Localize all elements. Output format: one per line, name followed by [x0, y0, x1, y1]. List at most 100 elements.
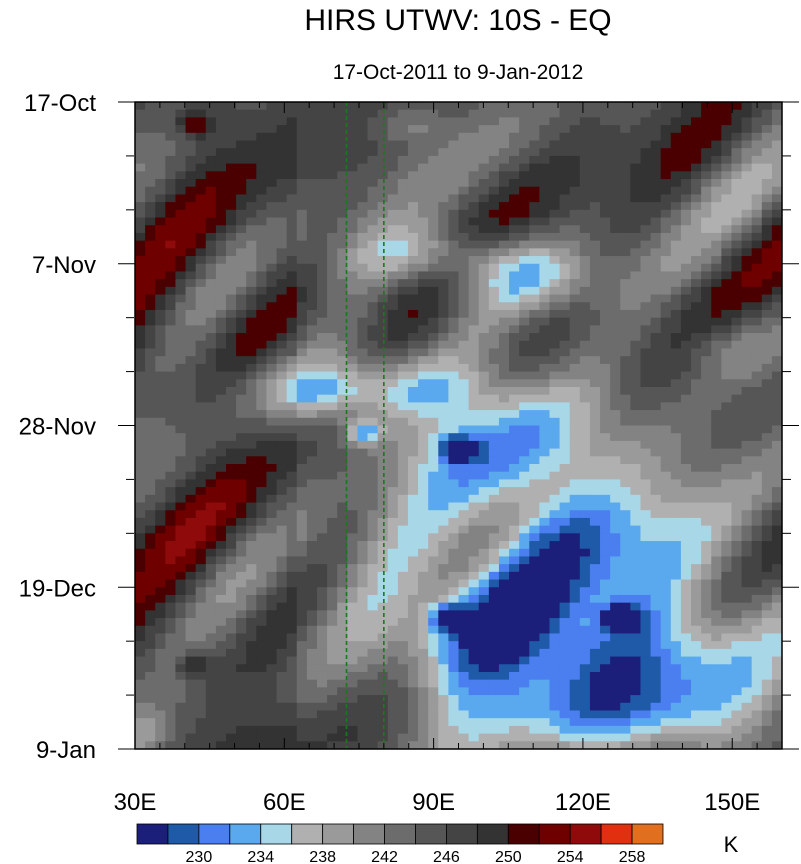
- heatmap-cell: [600, 679, 611, 688]
- heatmap-cell: [418, 186, 429, 196]
- heatmap-cell: [407, 571, 419, 581]
- heatmap-cell: [458, 325, 470, 334]
- heatmap-cell: [428, 202, 439, 211]
- heatmap-cell: [316, 556, 328, 565]
- heatmap-cell: [761, 232, 773, 242]
- heatmap-cell: [559, 256, 571, 265]
- heatmap-cell: [569, 494, 581, 504]
- heatmap-cell: [539, 440, 551, 450]
- heatmap-cell: [680, 687, 692, 696]
- heatmap-cell: [306, 140, 318, 149]
- heatmap-cell: [256, 641, 268, 650]
- heatmap-cell: [731, 587, 743, 596]
- heatmap-cell: [448, 618, 460, 627]
- heatmap-cell: [246, 664, 257, 673]
- heatmap-cell: [751, 186, 763, 196]
- heatmap-cell: [145, 140, 156, 149]
- heatmap-cell: [640, 356, 652, 365]
- heatmap-cell: [135, 702, 146, 712]
- heatmap-cell: [701, 587, 712, 596]
- heatmap-cell: [195, 487, 207, 496]
- heatmap-cell: [640, 656, 652, 665]
- heatmap-cell: [741, 471, 753, 481]
- heatmap-cell: [478, 618, 490, 627]
- heatmap-cell: [246, 671, 257, 681]
- heatmap-cell: [711, 656, 722, 665]
- heatmap-cell: [610, 248, 621, 257]
- heatmap-cell: [509, 610, 520, 619]
- heatmap-cell: [610, 263, 621, 273]
- heatmap-cell: [236, 340, 247, 350]
- heatmap-cell: [731, 679, 743, 688]
- heatmap-cell: [256, 525, 268, 534]
- heatmap-cell: [185, 209, 197, 219]
- heatmap-cell: [458, 155, 470, 165]
- heatmap-cell: [407, 186, 419, 196]
- heatmap-cell: [225, 594, 237, 604]
- heatmap-cell: [761, 695, 773, 704]
- heatmap-cell: [630, 687, 642, 696]
- heatmap-cell: [670, 117, 682, 126]
- heatmap-cell: [549, 217, 561, 226]
- heatmap-cell: [680, 371, 692, 380]
- heatmap-cell: [660, 271, 672, 280]
- heatmap-cell: [337, 379, 348, 388]
- heatmap-cell: [387, 625, 399, 635]
- heatmap-cell: [559, 263, 571, 273]
- heatmap-cell: [509, 348, 520, 357]
- heatmap-cell: [458, 186, 470, 196]
- heatmap-cell: [145, 348, 156, 357]
- heatmap-cell: [509, 525, 520, 534]
- heatmap-cell: [498, 356, 510, 365]
- heatmap-cell: [215, 402, 227, 411]
- heatmap-cell: [691, 571, 702, 581]
- heatmap-cell: [610, 209, 621, 219]
- heatmap-cell: [711, 248, 722, 257]
- heatmap-cell: [236, 225, 247, 234]
- heatmap-cell: [165, 494, 177, 504]
- heatmap-cell: [640, 625, 652, 635]
- heatmap-cell: [327, 510, 338, 519]
- heatmap-cell: [519, 679, 530, 688]
- heatmap-cell: [256, 102, 268, 111]
- heatmap-cell: [215, 379, 227, 388]
- heatmap-cell: [519, 256, 530, 265]
- heatmap-cell: [589, 379, 601, 388]
- heatmap-cell: [701, 302, 712, 311]
- heatmap-cell: [165, 702, 177, 712]
- heatmap-cell: [680, 517, 692, 527]
- heatmap-cell: [225, 487, 237, 496]
- heatmap-cell: [600, 194, 611, 203]
- heatmap-cell: [711, 363, 722, 373]
- heatmap-cell: [256, 464, 268, 473]
- heatmap-cell: [256, 163, 268, 172]
- heatmap-cell: [418, 533, 429, 542]
- heatmap-cell: [579, 256, 591, 265]
- heatmap-cell: [236, 379, 247, 388]
- heatmap-cell: [175, 471, 187, 481]
- heatmap-cell: [579, 464, 591, 473]
- heatmap-cell: [650, 132, 662, 142]
- heatmap-cell: [175, 240, 187, 249]
- heatmap-cell: [660, 248, 672, 257]
- heatmap-cell: [600, 263, 611, 273]
- heatmap-cell: [377, 679, 389, 688]
- heatmap-cell: [155, 240, 166, 249]
- heatmap-cell: [296, 656, 308, 665]
- heatmap-cell: [337, 356, 348, 365]
- heatmap-cell: [579, 440, 591, 450]
- heatmap-cell: [680, 541, 692, 550]
- heatmap-cell: [367, 510, 379, 519]
- heatmap-cell: [600, 209, 611, 219]
- heatmap-cell: [539, 102, 551, 111]
- heatmap-cell: [347, 610, 359, 619]
- heatmap-cell: [155, 433, 166, 442]
- heatmap-cell: [539, 309, 551, 319]
- heatmap-cell: [630, 648, 642, 658]
- heatmap-cell: [266, 402, 278, 411]
- heatmap-cell: [195, 102, 207, 111]
- heatmap-cell: [205, 232, 217, 242]
- heatmap-cell: [741, 163, 753, 172]
- heatmap-cell: [549, 279, 561, 288]
- heatmap-cell: [357, 494, 369, 504]
